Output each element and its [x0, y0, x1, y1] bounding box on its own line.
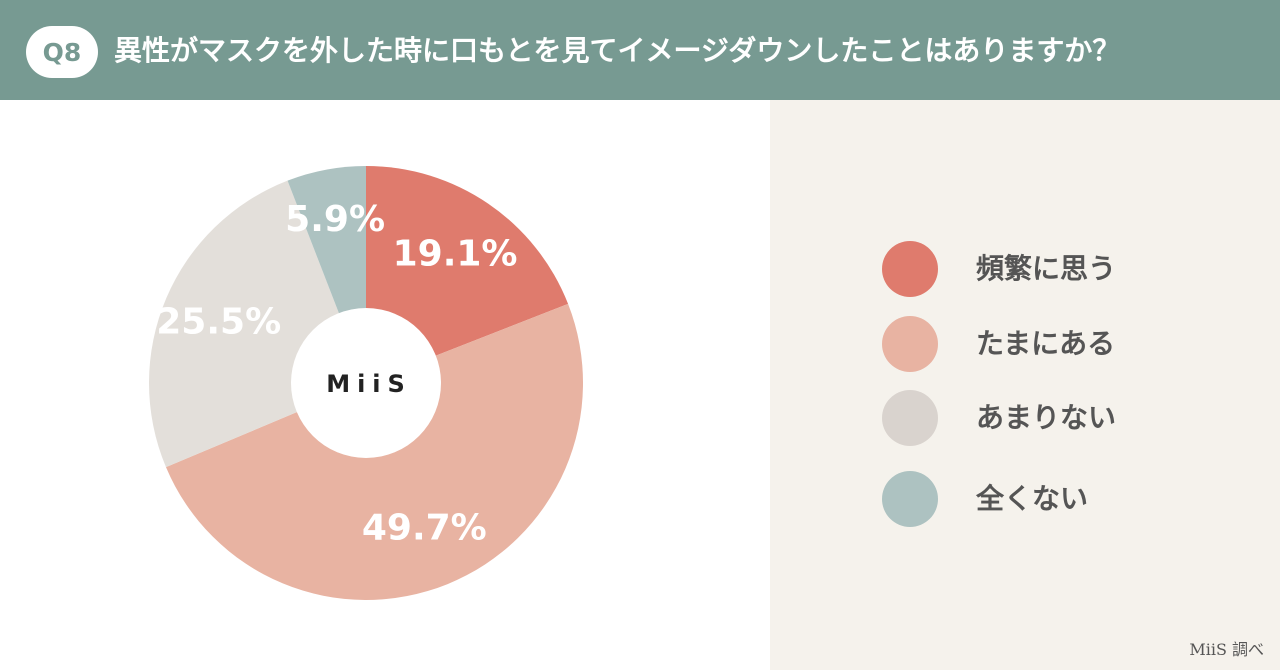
- donut-hole: [291, 308, 441, 458]
- chart-title: 異性がマスクを外した時に口もとを見てイメージダウンしたことはありますか？: [114, 34, 1121, 67]
- legend-item-rarely: あまりない: [882, 390, 1262, 446]
- legend-label: 全くない: [976, 482, 1089, 515]
- center-logo-text: MiiS: [326, 370, 412, 398]
- legend-item-frequent: 頻繁に思う: [882, 241, 1262, 297]
- legend-swatch: [882, 390, 938, 446]
- pie-chart: MiiS 19.1% 49.7% 25.5% 5.9%: [148, 166, 584, 601]
- legend-swatch: [882, 241, 938, 297]
- legend-item-never: 全くない: [882, 471, 1262, 527]
- source-note: MiiS 調べ: [1189, 640, 1264, 659]
- legend-panel: 頻繁に思う たまにある あまりない 全くない MiiS 調べ: [770, 100, 1280, 670]
- legend-label: たまにある: [976, 327, 1116, 360]
- header-bar: Q8 異性がマスクを外した時に口もとを見てイメージダウンしたことはありますか？: [0, 0, 1280, 100]
- legend-label: 頻繁に思う: [976, 252, 1117, 285]
- legend-label: あまりない: [976, 401, 1117, 434]
- legend-swatch: [882, 316, 938, 372]
- slice-value-label: 19.1%: [393, 233, 518, 274]
- legend-swatch: [882, 471, 938, 527]
- question-badge: Q8: [26, 26, 98, 78]
- slice-value-label: 25.5%: [156, 301, 281, 342]
- slice-value-label: 5.9%: [285, 199, 385, 240]
- slice-value-label: 49.7%: [362, 508, 487, 549]
- legend-item-sometimes: たまにある: [882, 316, 1262, 372]
